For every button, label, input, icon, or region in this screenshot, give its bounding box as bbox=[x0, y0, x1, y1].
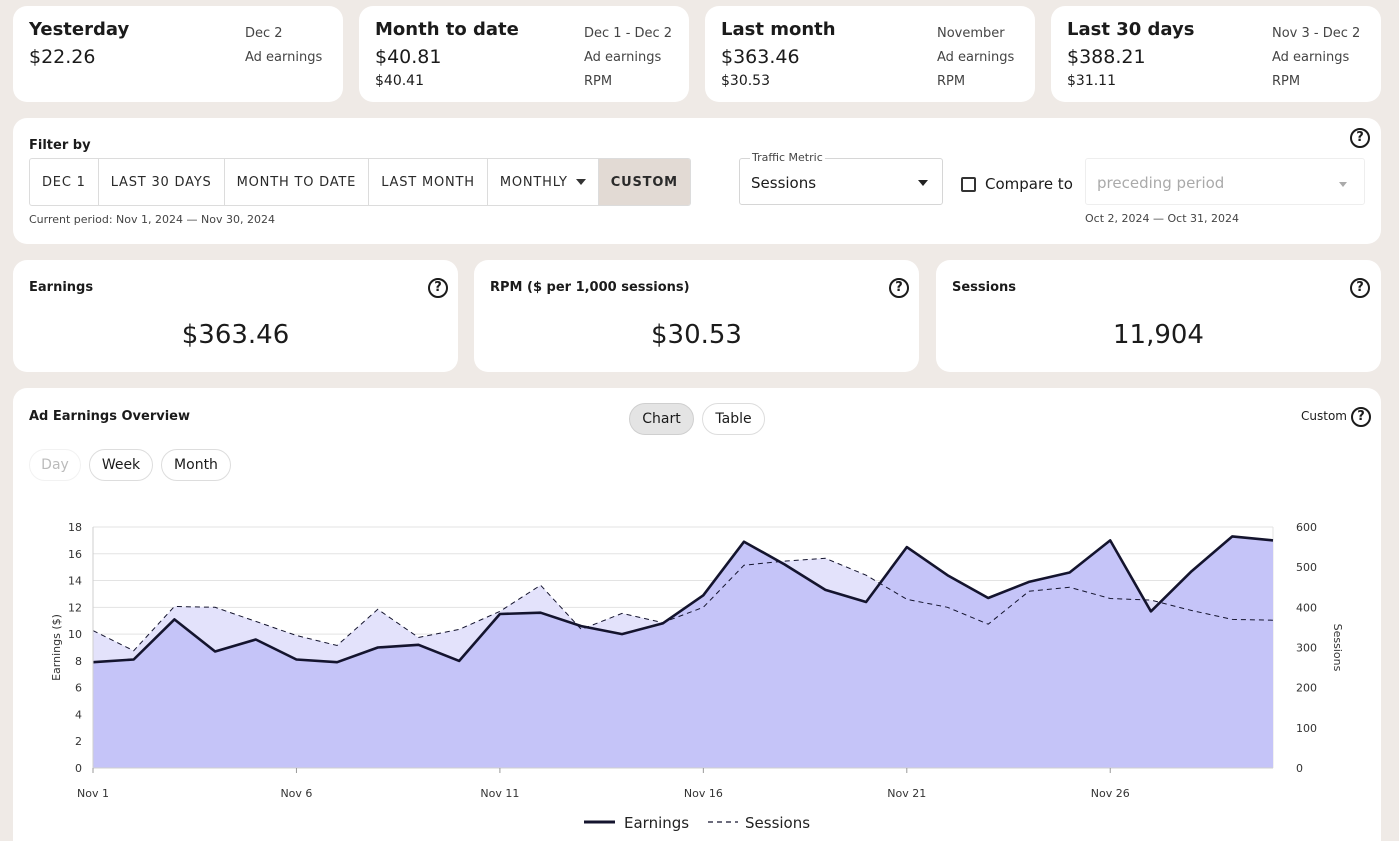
summary-title: Month to date bbox=[375, 19, 519, 40]
summary-rpm-label: RPM bbox=[1272, 74, 1301, 89]
summary-rpm-label: RPM bbox=[584, 74, 613, 89]
chevron-down-icon bbox=[1339, 182, 1347, 187]
metric-title: RPM ($ per 1,000 sessions) bbox=[490, 280, 690, 295]
compare-checkbox[interactable] bbox=[961, 177, 976, 192]
compare-label: Compare to bbox=[985, 175, 1073, 193]
filter-month-to-date-button[interactable]: MONTH TO DATE bbox=[225, 159, 370, 205]
summary-label: Ad earnings bbox=[1272, 50, 1350, 65]
summary-label: Ad earnings bbox=[937, 50, 1015, 65]
metric-value: $363.46 bbox=[181, 320, 290, 350]
filter-custom-button[interactable]: CUSTOM bbox=[598, 159, 690, 205]
summary-date: November bbox=[937, 26, 1005, 41]
help-icon[interactable]: ? bbox=[889, 278, 909, 298]
summary-title: Yesterday bbox=[29, 19, 130, 40]
summary-value: $40.81 bbox=[375, 46, 442, 68]
summary-rpm-value: $30.53 bbox=[721, 73, 770, 89]
metric-card-rpm: RPM ($ per 1,000 sessions) ? $30.53 bbox=[474, 260, 919, 372]
summary-value: $363.46 bbox=[721, 46, 800, 68]
traffic-metric-select[interactable]: Traffic Metric Sessions bbox=[739, 151, 943, 205]
granularity-week-button[interactable]: Week bbox=[89, 449, 153, 481]
filter-monthly-dropdown[interactable]: MONTHLY bbox=[488, 159, 599, 205]
filter-dec-1-button[interactable]: DEC 1 bbox=[30, 159, 99, 205]
traffic-metric-value: Sessions bbox=[751, 174, 817, 192]
summary-title: Last month bbox=[721, 19, 836, 40]
compare-period-placeholder: preceding period bbox=[1097, 174, 1225, 192]
summary-date: Dec 1 - Dec 2 bbox=[584, 26, 673, 41]
summary-card-month-to-date: Month to date $40.81 $40.41 Dec 1 - Dec … bbox=[359, 6, 689, 102]
metric-card-sessions: Sessions ? 11,904 bbox=[936, 260, 1381, 372]
help-icon[interactable]: ? bbox=[1351, 407, 1371, 427]
metric-title: Earnings bbox=[29, 280, 94, 295]
summary-card-last-month: Last month $363.46 $30.53 November Ad ea… bbox=[705, 6, 1035, 102]
help-icon[interactable]: ? bbox=[1350, 128, 1370, 148]
summary-date: Nov 3 - Dec 2 bbox=[1272, 26, 1361, 41]
summary-label: Ad earnings bbox=[245, 50, 323, 65]
metric-value: $30.53 bbox=[651, 320, 742, 350]
filter-monthly-label: MONTHLY bbox=[499, 174, 568, 190]
chevron-down-icon bbox=[575, 179, 586, 185]
summary-rpm-value: $40.41 bbox=[375, 73, 424, 89]
range-label: Custom bbox=[1301, 409, 1347, 423]
summary-rpm-value: $31.11 bbox=[1067, 73, 1116, 89]
help-icon[interactable]: ? bbox=[428, 278, 448, 298]
granularity-month-button[interactable]: Month bbox=[161, 449, 231, 481]
overview-title: Ad Earnings Overview bbox=[29, 409, 191, 424]
metric-value: 11,904 bbox=[1113, 320, 1204, 350]
tab-table[interactable]: Table bbox=[702, 403, 765, 435]
summary-rpm-label: RPM bbox=[937, 74, 966, 89]
summary-date: Dec 2 bbox=[245, 26, 283, 41]
compare-period-text: Oct 2, 2024 — Oct 31, 2024 bbox=[1085, 212, 1239, 225]
traffic-metric-label: Traffic Metric bbox=[750, 151, 825, 164]
tab-chart[interactable]: Chart bbox=[629, 403, 694, 435]
filter-button-group: DEC 1 LAST 30 DAYS MONTH TO DATE LAST MO… bbox=[29, 158, 691, 206]
summary-value: $388.21 bbox=[1067, 46, 1146, 68]
metric-card-earnings: Earnings ? $363.46 bbox=[13, 260, 458, 372]
summary-value: $22.26 bbox=[29, 46, 96, 68]
current-period-text: Current period: Nov 1, 2024 — Nov 30, 20… bbox=[29, 213, 275, 226]
help-icon[interactable]: ? bbox=[1350, 278, 1370, 298]
filter-panel: Filter by ? DEC 1 LAST 30 DAYS MONTH TO … bbox=[13, 118, 1381, 244]
metric-title: Sessions bbox=[952, 280, 1017, 295]
compare-period-select[interactable]: preceding period bbox=[1085, 158, 1365, 205]
summary-card-yesterday: Yesterday $22.26 Dec 2 Ad earnings bbox=[13, 6, 343, 102]
chevron-down-icon bbox=[918, 180, 928, 186]
summary-label: Ad earnings bbox=[584, 50, 662, 65]
ad-earnings-overview-panel: Ad Earnings Overview Chart Table Custom … bbox=[13, 388, 1381, 841]
summary-card-last-30-days: Last 30 days $388.21 $31.11 Nov 3 - Dec … bbox=[1051, 6, 1381, 102]
filter-last-30-days-button[interactable]: LAST 30 DAYS bbox=[99, 159, 225, 205]
granularity-day-button[interactable]: Day bbox=[29, 449, 81, 481]
summary-title: Last 30 days bbox=[1067, 19, 1195, 40]
filter-last-month-button[interactable]: LAST MONTH bbox=[369, 159, 488, 205]
filter-label: Filter by bbox=[29, 138, 91, 153]
